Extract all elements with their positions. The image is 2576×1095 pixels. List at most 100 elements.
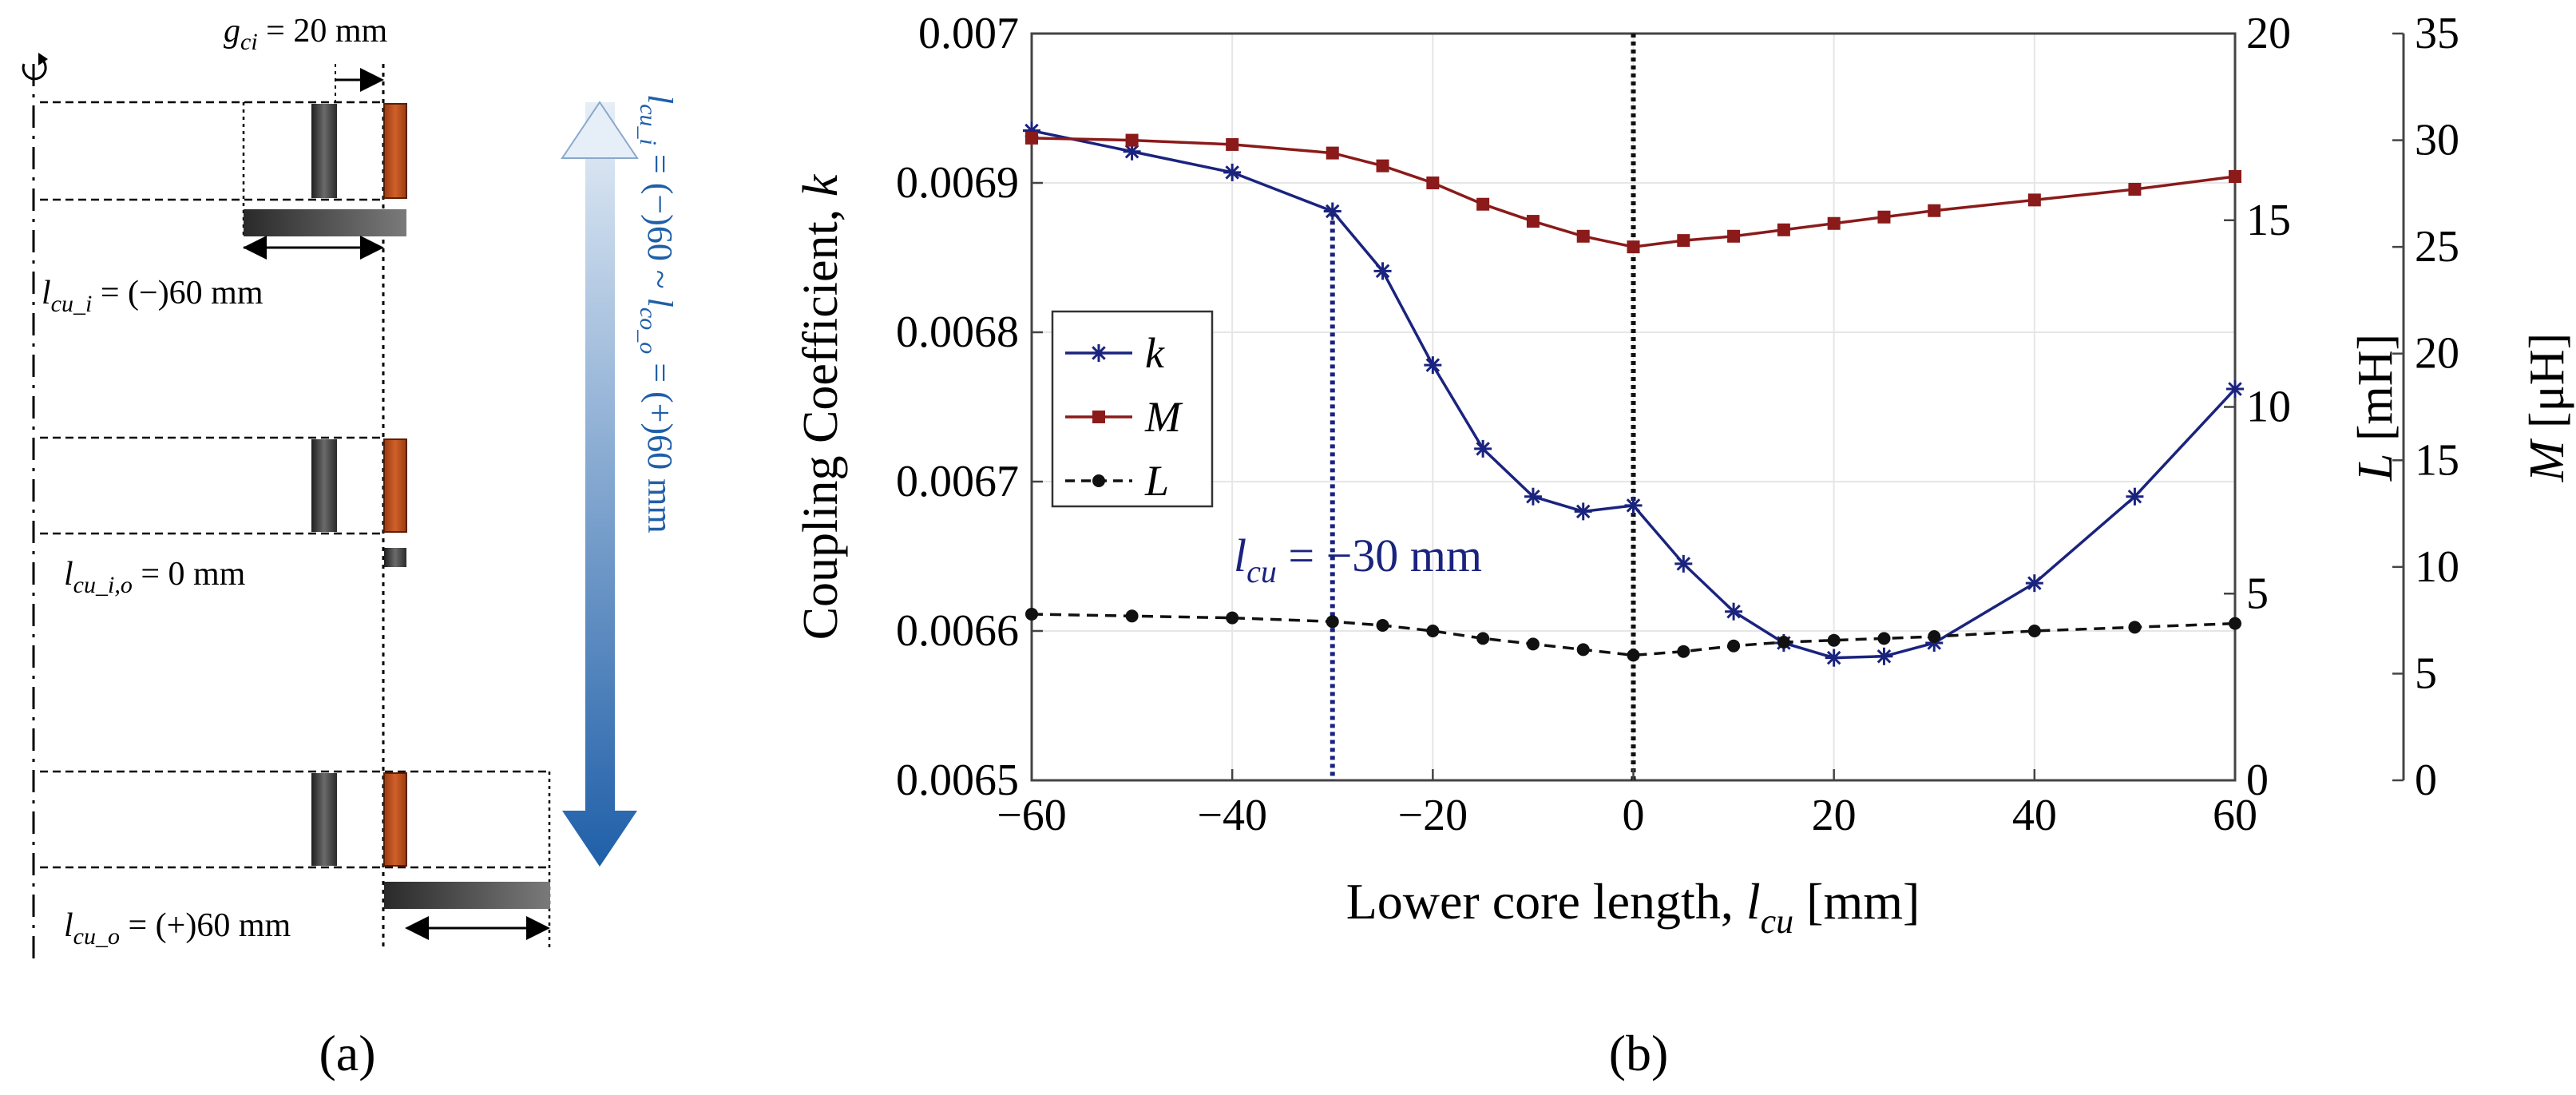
m-axis-tick-label: 20 xyxy=(2415,329,2459,379)
legend-label: L xyxy=(1144,457,1169,505)
data-point-M xyxy=(1877,210,1891,224)
data-point-L xyxy=(1526,637,1540,651)
inner-core-block xyxy=(311,104,337,198)
data-point-k xyxy=(1123,142,1141,161)
data-point-L xyxy=(1727,639,1741,653)
m-axis-tick-label: 25 xyxy=(2415,222,2459,272)
coupling-chart: −60 −40 −20 0 20 40 60 0.0065 0.0066 0.0067 0.0068… xyxy=(794,9,2574,1081)
data-point-L xyxy=(1627,649,1640,662)
data-point-M xyxy=(1827,216,1841,230)
data-point-k xyxy=(1624,496,1643,514)
x-tick-label: 0 xyxy=(1623,791,1645,840)
data-point-M xyxy=(2027,193,2041,207)
case-outer-extension: lcu_o = (+)60 mm xyxy=(40,770,551,950)
legend: kML xyxy=(1051,310,1214,508)
l-axis-tick-label: 10 xyxy=(2246,383,2291,432)
data-point-k xyxy=(1825,649,1843,667)
data-point-L xyxy=(2128,621,2142,634)
l-axis-tick-label: 5 xyxy=(2246,569,2269,618)
outer-coil-block xyxy=(383,772,407,867)
data-point-M xyxy=(1125,133,1139,147)
data-point-k xyxy=(1524,487,1542,506)
axis-ticks: −60 −40 −20 0 20 40 60 0.0065 0.0066 0.0067 0.0068… xyxy=(896,9,2459,840)
data-point-L xyxy=(1928,630,1941,644)
legend-box xyxy=(1051,310,1214,508)
left-y-tick-label: 0.0065 xyxy=(896,756,1019,805)
data-point-k xyxy=(1725,602,1743,621)
case-zero-length: lcu_i,o = 0 mm xyxy=(40,436,407,598)
series-L xyxy=(1025,607,2241,662)
series-M xyxy=(1025,131,2241,254)
data-point-L xyxy=(1376,618,1389,632)
data-point-M xyxy=(1226,137,1239,151)
case-bot-label: lcu_o = (+)60 mm xyxy=(64,907,291,950)
m-axis-tick-label: 0 xyxy=(2415,756,2437,805)
m-axis-tick-label: 5 xyxy=(2415,649,2437,698)
gap-label: gci = 20 mm xyxy=(224,13,388,55)
case-mid-label: lcu_i,o = 0 mm xyxy=(64,556,246,598)
data-point-k xyxy=(1373,262,1392,280)
data-point-M xyxy=(1727,229,1741,243)
data-point-k xyxy=(1474,439,1492,458)
data-point-M xyxy=(1677,234,1690,248)
data-point-L xyxy=(1576,643,1590,657)
data-point-L xyxy=(1125,609,1139,623)
data-point-L xyxy=(1226,611,1239,625)
data-point-M xyxy=(1025,131,1038,145)
data-point-M xyxy=(1426,177,1440,189)
data-point-k xyxy=(2025,574,2043,593)
legend-item-M: M xyxy=(1065,393,1183,441)
data-point-M xyxy=(1627,240,1640,254)
reference-lines xyxy=(1330,34,1636,780)
data-point-M xyxy=(1777,223,1790,236)
legend-label: k xyxy=(1145,329,1165,377)
data-point-k xyxy=(1674,554,1693,573)
left-y-tick-label: 0.007 xyxy=(918,9,1019,58)
m-axis-tick-label: 15 xyxy=(2415,435,2459,485)
panel-a-label: (a) xyxy=(319,1025,375,1081)
data-point-L xyxy=(2229,617,2241,630)
rotation-arrow-icon xyxy=(22,58,47,81)
x-tick-label: 40 xyxy=(2012,791,2057,840)
data-point-L xyxy=(1777,636,1790,649)
right-y-axis-label-M: M [μH] xyxy=(2520,333,2574,482)
legend-item-k: k xyxy=(1065,329,1165,377)
l-axis-tick-label: 20 xyxy=(2246,9,2291,58)
range-arrow-top-head xyxy=(561,101,639,159)
data-point-k xyxy=(1323,202,1342,220)
data-point-k xyxy=(1424,356,1442,375)
m-axis-tick-label: 10 xyxy=(2415,542,2459,592)
case-top-label: lcu_i = (−)60 mm xyxy=(42,275,264,317)
data-point-L xyxy=(1426,625,1440,637)
data-point-L xyxy=(1677,645,1690,658)
left-y-tick-label: 0.0068 xyxy=(896,307,1019,357)
case-inner-extension: lcu_i = (−)60 mm xyxy=(40,101,407,317)
data-point-L xyxy=(1326,615,1339,629)
data-point-M xyxy=(1576,229,1590,243)
left-y-tick-label: 0.0069 xyxy=(896,158,1019,208)
rotation-arrowhead-icon xyxy=(38,53,48,65)
data-point-k xyxy=(1875,647,1893,665)
panel-b-label: (b) xyxy=(1609,1025,1669,1081)
lower-core-bar xyxy=(384,882,550,909)
range-arrow-body xyxy=(562,102,637,867)
left-y-tick-label: 0.0066 xyxy=(896,606,1019,656)
data-point-k xyxy=(2226,380,2244,399)
x-tick-label: −60 xyxy=(997,791,1067,840)
data-point-M xyxy=(1526,215,1540,228)
lower-core-stub xyxy=(384,548,406,567)
data-point-M xyxy=(1326,146,1339,160)
data-point-M xyxy=(1476,197,1490,211)
data-point-M xyxy=(2229,169,2241,183)
x-tick-label: −20 xyxy=(1398,791,1468,840)
x-axis-label: Lower core length, lcu [mm] xyxy=(1346,873,1920,941)
l-axis-tick-label: 15 xyxy=(2246,196,2291,245)
data-point-L xyxy=(1877,632,1891,645)
data-point-M xyxy=(1376,159,1389,173)
left-y-axis-label: Coupling Coefficient, k xyxy=(794,173,848,640)
legend-marker-M xyxy=(1092,411,1105,423)
outer-coil-block xyxy=(383,103,407,199)
panel-a-diagram: gci = 20 mm lcu_i = (−)60 mm xyxy=(22,13,680,1081)
lower-core-bar xyxy=(244,209,406,236)
